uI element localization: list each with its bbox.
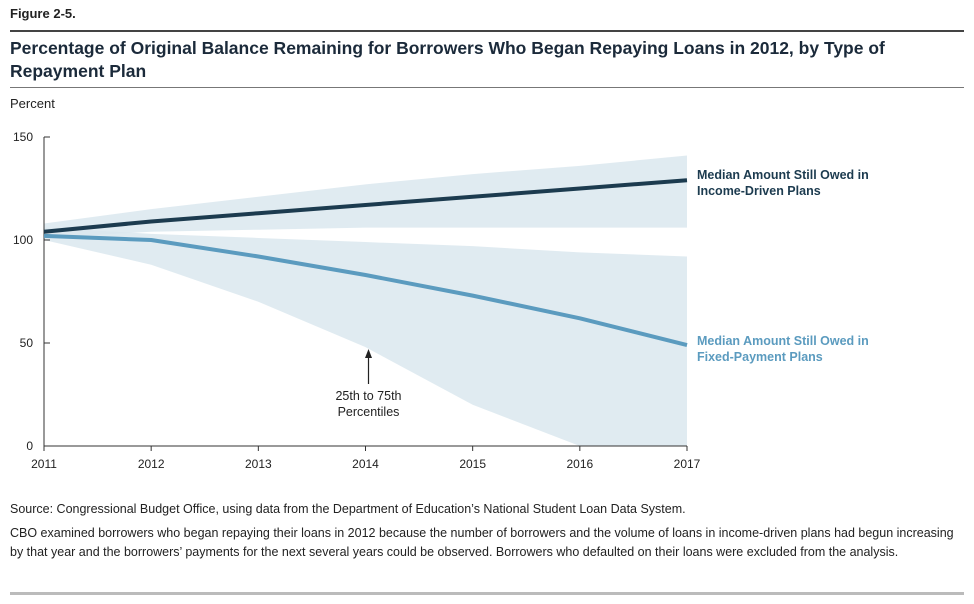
percentile-band-fixed-payment [44, 227, 687, 446]
series-line-fixed-payment [43, 233, 688, 348]
axes: 0 50 100 150 2011 2012 2013 2014 2015 2016 2017 [13, 130, 701, 471]
y-axis-label: Percent [10, 96, 55, 111]
x-tick-label: 2016 [566, 457, 593, 471]
annotation-arrow-head [365, 349, 372, 358]
series-label-income-driven: Median Amount Still Owed in [697, 168, 869, 182]
x-tick-label: 2013 [245, 457, 272, 471]
y-tick-label: 0 [26, 439, 33, 453]
series-label-fixed-payment: Fixed-Payment Plans [697, 350, 823, 364]
x-tick-label: 2011 [31, 457, 57, 471]
chart-title: Percentage of Original Balance Remaining… [10, 38, 885, 81]
series-labels: Median Amount Still Owed in Income-Driven… [697, 168, 869, 364]
line-chart: 0 50 100 150 2011 2012 2013 2014 2015 2016 2017 Me… [13, 130, 869, 471]
title-rule [10, 87, 964, 88]
series-line-income-driven [43, 178, 688, 234]
source-note: Source: Congressional Budget Office, usi… [10, 502, 686, 516]
bottom-rule [10, 592, 964, 595]
y-tick-label: 100 [13, 233, 33, 247]
x-tick-label: 2017 [674, 457, 701, 471]
series-label-fixed-payment: Median Amount Still Owed in [697, 334, 869, 348]
annotation-label: Percentiles [338, 405, 400, 419]
y-tick-label: 150 [13, 130, 33, 144]
percentile-band-income-driven [44, 155, 687, 238]
y-tick-label: 50 [20, 336, 34, 350]
figure-label: Figure 2-5. [10, 6, 76, 21]
x-tick-label: 2012 [138, 457, 165, 471]
x-tick-label: 2014 [352, 457, 379, 471]
methodology-note: CBO examined borrowers who began repayin… [10, 526, 954, 559]
series-lines [43, 178, 688, 348]
top-rule [10, 30, 964, 32]
x-tick-label: 2015 [459, 457, 486, 471]
percentile-annotation: 25th to 75th Percentiles [335, 349, 402, 419]
series-label-income-driven: Income-Driven Plans [697, 184, 821, 198]
annotation-label: 25th to 75th [335, 389, 401, 403]
